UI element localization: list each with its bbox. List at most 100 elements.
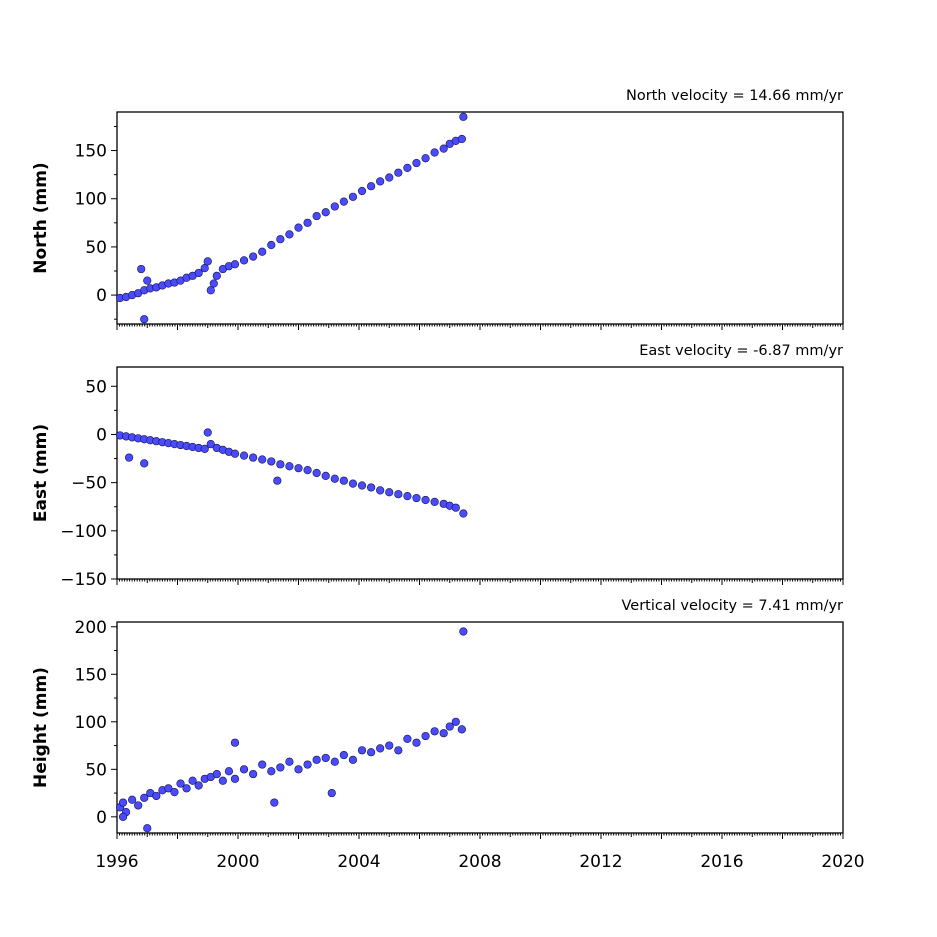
y-tick-label: 100 — [75, 190, 107, 210]
data-point — [357, 481, 367, 490]
data-point — [285, 462, 294, 471]
plot-frame — [116, 621, 844, 834]
data-point — [348, 479, 358, 488]
data-point — [367, 483, 376, 492]
data-point — [330, 757, 339, 766]
data-point — [170, 788, 179, 797]
data-point — [230, 449, 240, 458]
data-point — [140, 459, 149, 468]
y-tick-label: 0 — [96, 425, 107, 445]
data-point — [457, 725, 466, 734]
y-tick-label: −100 — [60, 522, 107, 542]
data-point — [239, 765, 249, 774]
data-point — [327, 788, 336, 798]
data-point — [457, 134, 466, 144]
data-point — [421, 731, 430, 741]
data-point — [285, 757, 294, 766]
data-point — [203, 257, 212, 266]
data-point — [330, 474, 339, 483]
panels: North velocity = 14.66 mm/yr North (mm) 0 5… — [31, 88, 865, 872]
y-tick-label: 50 — [85, 377, 107, 397]
data-point — [249, 769, 258, 779]
data-point — [376, 486, 385, 495]
data-point — [128, 795, 137, 804]
east-panel: East velocity = -6.87 mm/yr East (mm) −150… — [31, 343, 844, 590]
panel-title: East velocity = -6.87 mm/yr — [639, 343, 843, 359]
data-point — [376, 177, 385, 186]
x-tick-label: 2020 — [821, 852, 864, 872]
data-point — [164, 784, 173, 793]
data-point — [412, 738, 421, 747]
data-point — [276, 235, 285, 244]
data-point — [209, 279, 218, 288]
data-point — [430, 497, 439, 507]
data-point — [258, 247, 267, 256]
data-point — [321, 471, 330, 480]
data-point — [312, 468, 321, 478]
data-point — [188, 776, 197, 785]
y-tick-label: 50 — [85, 238, 107, 258]
data-point — [239, 256, 249, 265]
data-point — [267, 240, 276, 250]
x-tick-label: 2008 — [458, 852, 501, 872]
data-point — [212, 271, 221, 280]
data-point — [294, 223, 303, 232]
north-panel: North velocity = 14.66 mm/yr North (mm) 0 5… — [31, 88, 844, 330]
data-point — [321, 208, 330, 217]
data-point — [451, 717, 460, 726]
data-point — [212, 769, 221, 779]
data-point — [303, 218, 312, 227]
data-point — [294, 464, 303, 473]
data-point — [367, 748, 376, 757]
data-point — [357, 186, 367, 196]
data-point — [143, 276, 152, 285]
data-point — [270, 798, 279, 807]
data-point — [403, 734, 412, 744]
data-point — [249, 252, 258, 261]
data-point — [339, 750, 348, 760]
data-point — [421, 495, 430, 505]
y-tick-label: 0 — [96, 808, 107, 828]
data-point — [203, 428, 212, 437]
data-point — [303, 466, 312, 475]
data-point — [258, 455, 267, 464]
y-axis-label: East (mm) — [31, 424, 51, 522]
data-point — [137, 264, 146, 274]
data-point — [430, 727, 439, 736]
data-point — [421, 154, 430, 163]
data-point — [330, 202, 339, 211]
data-point — [267, 457, 276, 466]
data-point — [258, 760, 267, 769]
data-point — [321, 753, 330, 763]
data-point — [249, 453, 258, 462]
data-point — [459, 509, 468, 518]
data-point — [230, 260, 240, 269]
data-point — [125, 453, 134, 462]
data-point — [218, 776, 227, 785]
data-point — [230, 738, 240, 747]
y-tick-label: 100 — [75, 713, 107, 733]
data-point — [385, 173, 394, 182]
y-tick-label: 150 — [75, 142, 107, 162]
data-point — [394, 168, 403, 177]
data-point — [439, 144, 448, 153]
data-point — [176, 779, 185, 788]
data-point — [140, 793, 149, 802]
data-point — [200, 264, 209, 273]
data-point — [182, 784, 191, 793]
y-tick-label: −50 — [71, 474, 107, 494]
data-point — [312, 755, 321, 764]
x-tick-label: 2016 — [700, 852, 743, 872]
data-point — [206, 286, 215, 295]
data-point — [376, 744, 385, 753]
data-point — [312, 211, 321, 221]
data-point — [134, 801, 143, 810]
data-point — [357, 746, 367, 755]
data-point — [143, 824, 152, 833]
data-point — [385, 741, 394, 750]
data-point — [276, 460, 285, 469]
panel-title: Vertical velocity = 7.41 mm/yr — [622, 598, 844, 614]
data-point — [459, 112, 468, 121]
data-point — [385, 488, 394, 497]
